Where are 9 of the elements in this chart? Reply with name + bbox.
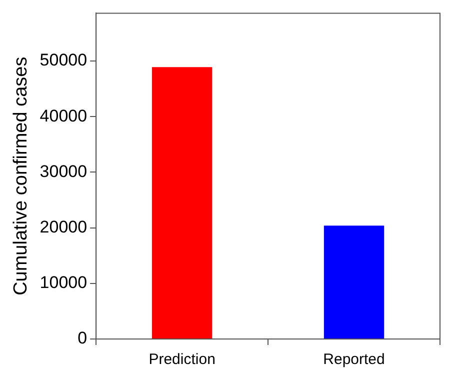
y-tick-label: 50000 xyxy=(40,50,88,70)
x-tick-label: Reported xyxy=(323,351,385,368)
y-tick-label: 0 xyxy=(78,328,88,348)
y-tick-label: 10000 xyxy=(40,273,88,292)
x-tick-label: Prediction xyxy=(148,351,216,368)
y-tick-label: 40000 xyxy=(40,106,88,126)
y-tick-label: 20000 xyxy=(40,217,88,236)
y-axis-title: Cumulative confirmed cases xyxy=(10,56,32,296)
y-tick-label: 30000 xyxy=(40,162,88,181)
